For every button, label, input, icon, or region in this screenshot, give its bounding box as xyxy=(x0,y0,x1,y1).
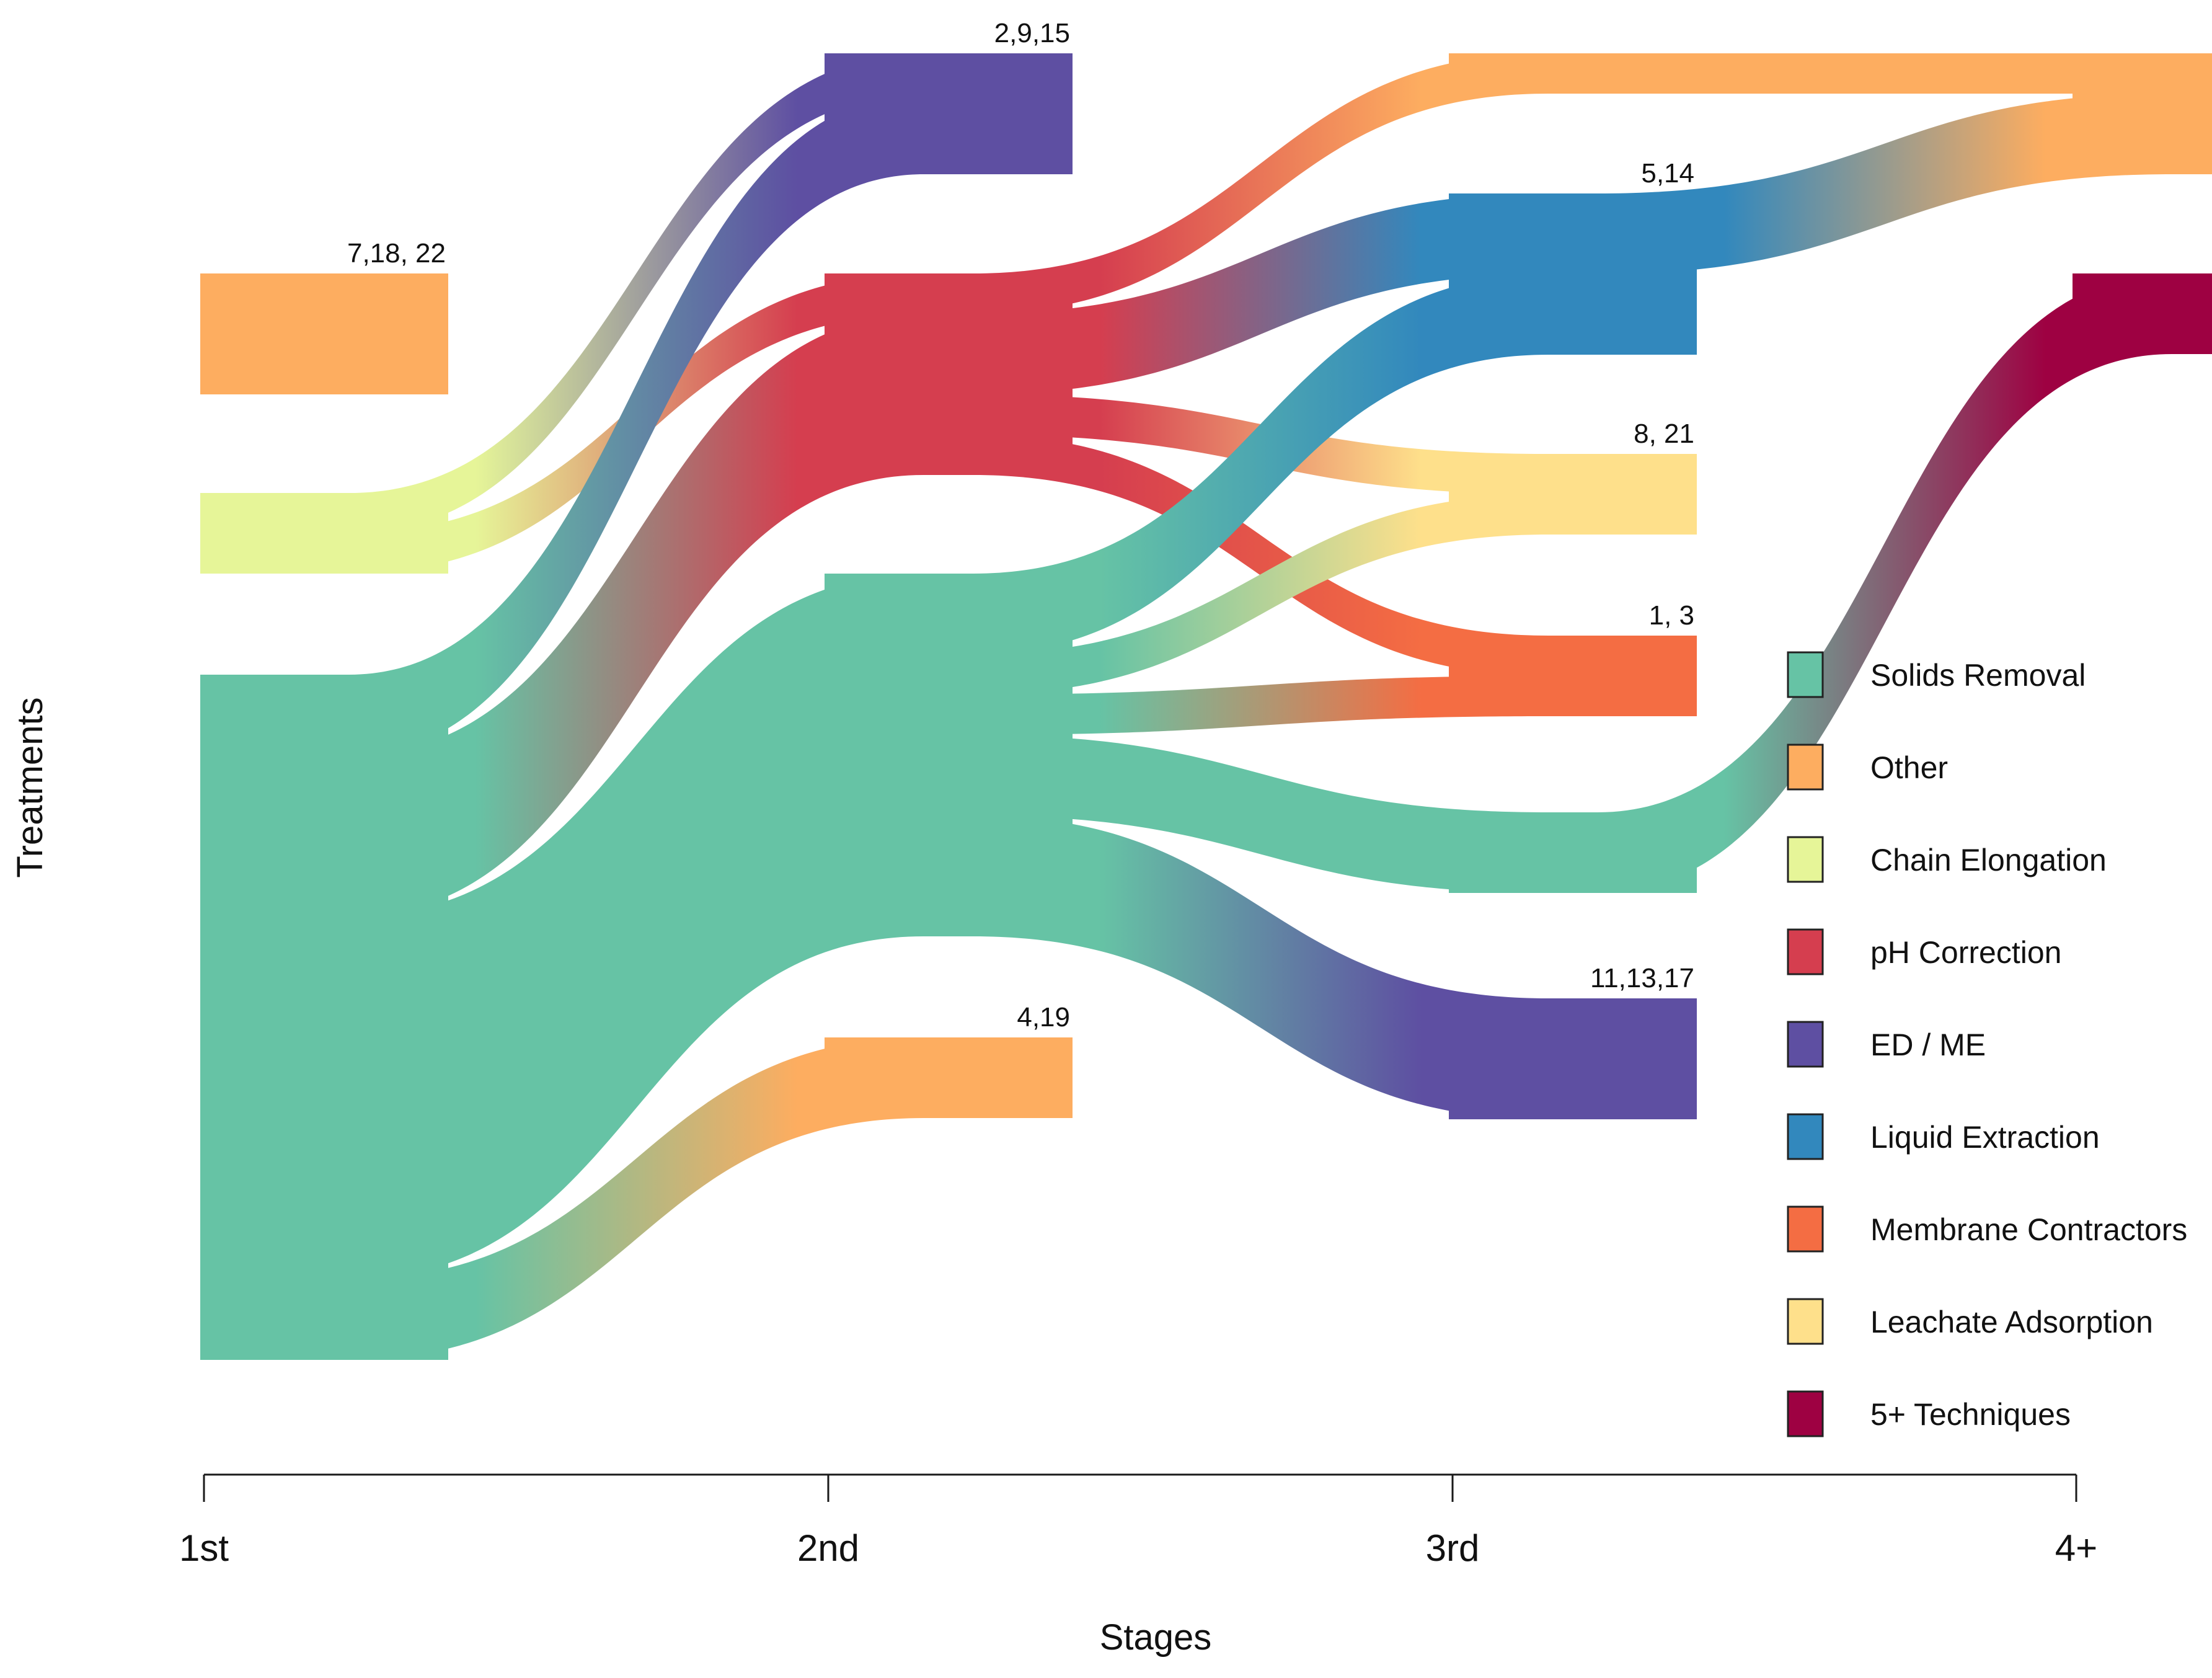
legend-swatch-leachate xyxy=(1787,1298,1824,1345)
link-solids-to-edme xyxy=(349,94,924,755)
node-n3_solids xyxy=(1449,812,1697,893)
node-n3_liquid xyxy=(1449,193,1697,355)
link-ph-to-other xyxy=(973,53,1548,314)
node-label-n2_other: 4,19 xyxy=(1017,1002,1070,1032)
node-n3_edme xyxy=(1449,998,1697,1119)
link-solids-to-leachate xyxy=(973,494,1548,695)
legend-label-ph: pH Correction xyxy=(1870,935,2061,970)
legend-swatch-ph xyxy=(1787,928,1824,975)
legend-swatch-solids xyxy=(1787,651,1824,698)
link-solids-to-five xyxy=(1598,273,2172,893)
node-n2_other xyxy=(825,1037,1073,1118)
legend-swatch-other xyxy=(1787,744,1824,791)
link-liquid-to-other xyxy=(1598,94,2172,274)
y-axis-title: Treatments xyxy=(10,697,50,877)
legend-label-solids: Solids Removal xyxy=(1870,658,2086,693)
link-solids-to-liquid xyxy=(973,274,1548,654)
legend-label-liquid: Liquid Extraction xyxy=(1870,1120,2100,1155)
node-n1_other xyxy=(200,273,448,394)
link-ph-to-membrane xyxy=(973,435,1548,676)
nodes-layer xyxy=(200,53,2212,1360)
link-solids-to-solids xyxy=(349,574,924,1279)
node-n1_solids xyxy=(200,675,448,1360)
legend-swatch-liquid xyxy=(1787,1113,1824,1160)
legend-label-edme: ED / ME xyxy=(1870,1028,1986,1062)
node-label-n3_leachate: 8, 21 xyxy=(1634,419,1694,449)
legend-label-chain: Chain Elongation xyxy=(1870,843,2107,877)
node-n4_five xyxy=(2073,273,2212,354)
x-axis-title: Stages xyxy=(1100,1617,1212,1658)
legend-swatch-edme xyxy=(1787,1021,1824,1068)
link-chain-to-edme xyxy=(349,53,924,533)
node-n3_membrane xyxy=(1449,636,1697,716)
node-n1_chain xyxy=(200,493,448,574)
x-tick-label-0: 1st xyxy=(179,1527,229,1569)
x-tick-label-1: 2nd xyxy=(797,1527,859,1569)
link-solids-to-ph xyxy=(349,314,924,917)
x-tick-label-2: 3rd xyxy=(1426,1527,1480,1569)
legend-label-membrane: Membrane Contractors xyxy=(1870,1212,2187,1247)
link-solids-to-edme xyxy=(973,815,1548,1119)
legend: Solids Removal Other Chain Elongation pH Co… xyxy=(1787,651,2187,1437)
link-solids-to-solids xyxy=(973,735,1548,893)
legend-label-five: 5+ Techniques xyxy=(1870,1397,2071,1432)
node-n3_leachate xyxy=(1449,454,1697,535)
node-n3_other xyxy=(1449,53,1697,94)
legend-label-other: Other xyxy=(1870,750,1948,785)
x-axis: 1st 2nd 3rd 4+ xyxy=(179,1473,2097,1569)
legend-swatch-membrane xyxy=(1787,1205,1824,1253)
node-n2_ph xyxy=(825,273,1073,475)
node-label-n3_liquid: 5,14 xyxy=(1641,158,1694,189)
node-n2_solids xyxy=(825,574,1073,936)
legend-swatch-chain xyxy=(1787,836,1824,883)
node-label-n3_edme: 11,13,17 xyxy=(1590,963,1694,993)
node-n2_edme xyxy=(825,53,1073,174)
link-solids-to-membrane xyxy=(973,676,1548,735)
legend-swatch-five xyxy=(1787,1390,1824,1437)
link-solids-to-other xyxy=(349,1037,924,1360)
link-ph-to-liquid xyxy=(973,193,1548,394)
node-label-n3_membrane: 1, 3 xyxy=(1649,600,1694,631)
node-labels-layer: 7,18, 222,9,154,195,148, 211, 311,13,176… xyxy=(347,18,2212,1032)
x-tick-label-3: 4+ xyxy=(2055,1527,2097,1569)
node-n4_other xyxy=(2073,53,2212,174)
links-layer xyxy=(349,53,2172,1360)
link-other-to-other xyxy=(1598,53,2172,94)
node-label-n2_edme: 2,9,15 xyxy=(994,18,1070,48)
legend-label-leachate: Leachate Adsorption xyxy=(1870,1305,2153,1339)
node-label-n1_other: 7,18, 22 xyxy=(347,238,446,269)
